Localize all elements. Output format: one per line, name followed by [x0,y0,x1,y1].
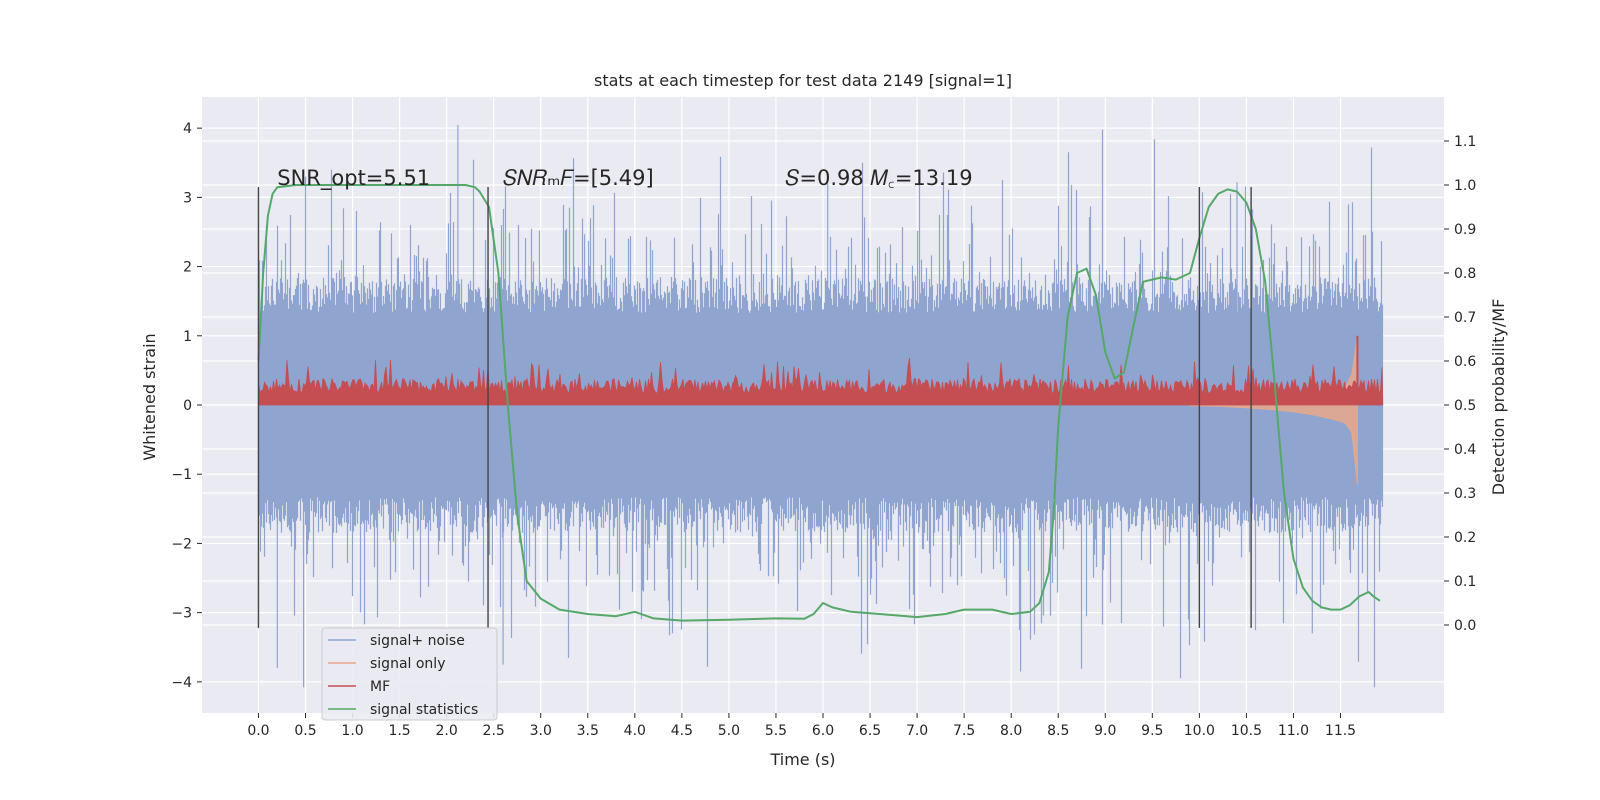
annotation-2: 𝑆=0.98 𝑀꜀=13.19 [785,166,972,190]
x-tick-label: 2.5 [483,723,505,739]
y-tick-label: −3 [171,606,192,622]
x-tick-label: 3.0 [530,723,552,739]
x-tick-label: 4.5 [671,723,693,739]
legend-frame [321,627,498,721]
x-tick-label: 5.5 [765,723,787,739]
y2-axis-label: Detection probability/MF [1489,299,1508,496]
x-tick-label: 0.5 [294,723,316,739]
x-tick-label: 4.0 [624,723,646,739]
y-tick-label: 3 [183,190,192,206]
x-tick-label: 9.0 [1094,723,1116,739]
x-tick-label: 10.0 [1184,723,1215,739]
x-tick-label: 11.0 [1278,723,1309,739]
x-tick-label: 9.5 [1141,723,1163,739]
x-axis: 0.0 0.5 1.0 1.5 2.0 2.5 3.0 3.5 4.0 4.5 5.0 5.5 6.0 6… [247,713,1356,739]
x-tick-label: 3.5 [577,723,599,739]
y-axis-left: 4 3 2 1 0 −1 −2 −3 −4 [171,121,202,691]
y2-tick-label: 0.4 [1454,442,1476,458]
y2-tick-label: 1.1 [1454,134,1476,150]
marker-lines [257,186,1252,628]
y-tick-label: −2 [171,536,192,552]
x-tick-label: 8.0 [1000,723,1022,739]
x-tick-label: 6.5 [859,723,881,739]
x-tick-label: 8.5 [1047,723,1069,739]
annotation-0: SNR_opt=5.51 [277,166,430,191]
series-signal-statistics [257,184,1381,622]
x-tick-label: 11.5 [1325,723,1356,739]
y2-tick-label: 0.0 [1454,618,1476,634]
y2-tick-label: 0.7 [1454,310,1476,326]
series-mf [258,358,1384,406]
x-tick-label: 10.5 [1231,723,1262,739]
y-tick-label: −1 [171,467,192,483]
x-tick-label: 1.5 [388,723,410,739]
y2-tick-label: 0.1 [1454,574,1476,590]
legend-label-mf: MF [370,679,390,695]
legend-label-signal-statistics: signal statistics [370,702,478,718]
y2-tick-label: 0.6 [1454,354,1476,370]
x-tick-label: 7.5 [953,723,975,739]
x-tick-label: 2.0 [436,723,458,739]
y-axis-label: Whitened strain [140,333,159,460]
series-layer [257,124,1384,688]
y2-tick-label: 0.9 [1454,222,1476,238]
y-tick-label: 0 [183,398,192,414]
y2-tick-label: 0.8 [1454,266,1476,282]
x-tick-label: 6.0 [812,723,834,739]
annotation-1: 𝑆𝑁𝑅ₘ𝐹=[5.49] [503,166,654,190]
x-tick-label: 7.0 [906,723,928,739]
y2-tick-label: 1.0 [1454,178,1476,194]
y-tick-label: 1 [183,329,192,345]
annotations: SNR_opt=5.51 𝑆𝑁𝑅ₘ𝐹=[5.49] 𝑆=0.98 𝑀꜀=13.19 [277,166,972,191]
x-tick-label: 5.0 [718,723,740,739]
y2-tick-label: 0.5 [1454,398,1476,414]
x-tick-label: 1.0 [341,723,363,739]
y2-tick-label: 0.2 [1454,530,1476,546]
x-axis-label: Time (s) [769,750,835,769]
chart-title: stats at each timestep for test data 214… [594,71,1012,90]
x-tick-label: 0.0 [247,723,269,739]
legend: signal+ noise signal only MF signal stat… [321,627,498,721]
legend-label-signal-only: signal only [370,656,445,672]
y2-tick-label: 0.3 [1454,486,1476,502]
y-tick-label: 2 [183,260,192,276]
y-tick-label: 4 [183,121,192,137]
legend-label-noise: signal+ noise [370,633,465,649]
y-tick-label: −4 [171,675,192,691]
y-axis-right: 1.1 1.0 0.9 0.8 0.7 0.6 0.5 0.4 0.3 0.2 0.1 0.0 [1444,134,1476,634]
